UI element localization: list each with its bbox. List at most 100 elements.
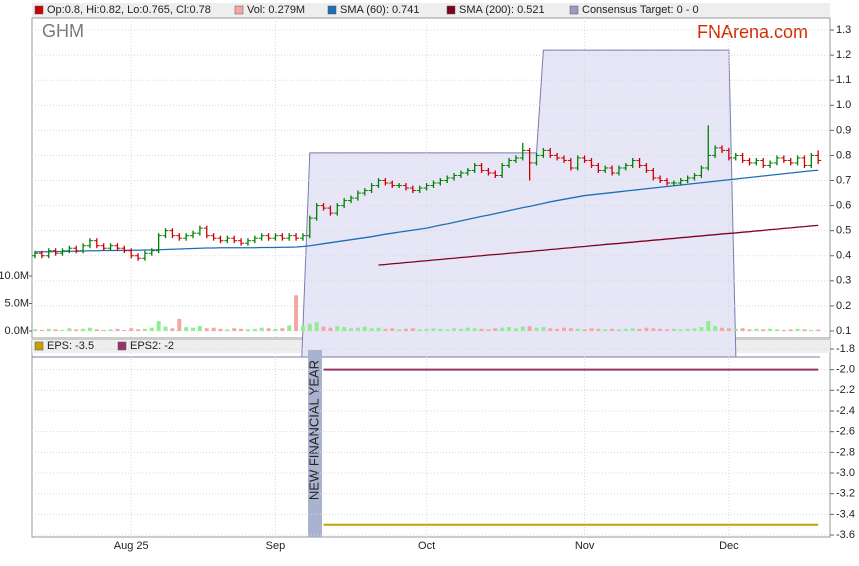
volume-bar [541, 327, 546, 331]
volume-bar [761, 329, 766, 331]
tick-label: 1.3 [836, 24, 851, 36]
watermark: FNArena.com [697, 22, 808, 42]
volume-bar [651, 328, 656, 331]
volume-bar [245, 329, 250, 331]
legend-eps: EPS: -3.5 [47, 340, 94, 352]
legend-sma-swatch [327, 5, 337, 15]
volume-bar [747, 329, 752, 331]
volume-bar [740, 328, 745, 331]
volume-bar [390, 328, 395, 331]
volume-bar [685, 328, 690, 331]
volume-bar [610, 328, 615, 331]
volume-bar [369, 328, 374, 331]
x-tick-label: Aug 25 [114, 540, 149, 552]
volume-bar [136, 329, 141, 331]
tick-label: 0.7 [836, 174, 851, 186]
volume-bar [218, 328, 223, 331]
volume-bar [788, 329, 793, 331]
legend-eps-swatch [117, 341, 127, 351]
volume-tick-label: 5.0M [5, 297, 29, 309]
volume-bar [410, 328, 415, 331]
volume-bar [616, 329, 621, 331]
tick-label: 1.2 [836, 49, 851, 61]
tick-label: -3.4 [836, 508, 855, 520]
volume-bar [452, 328, 457, 331]
volume-bar [623, 328, 628, 331]
volume-bar [713, 326, 718, 331]
volume-bar [816, 329, 821, 331]
x-tick-label: Oct [418, 540, 435, 552]
sma-line [34, 169, 819, 253]
x-tick-label: Sep [266, 540, 286, 552]
volume-bar [204, 328, 209, 331]
volume-bar [781, 329, 786, 331]
volume-tick-label: 0.0M [5, 325, 29, 337]
volume-bar [328, 327, 333, 331]
volume-bar [445, 329, 450, 331]
volume-bar [101, 329, 106, 331]
volume-bar [33, 329, 37, 331]
volume-bar [589, 328, 594, 331]
volume-bar [170, 328, 175, 331]
volume-bar [376, 327, 381, 331]
volume-bar [349, 328, 354, 331]
volume-bar [493, 328, 498, 331]
volume-bar [129, 328, 134, 331]
volume-bar [726, 328, 731, 331]
tick-label: 0.6 [836, 199, 851, 211]
volume-bar [156, 321, 161, 331]
volume-bar [335, 326, 340, 331]
tick-label: -3.0 [836, 467, 855, 479]
volume-bar [232, 328, 237, 331]
volume-bar [53, 329, 58, 331]
volume-bar [74, 329, 79, 331]
volume-bar [87, 327, 92, 331]
legend-consensus: Consensus Target: 0 - 0 [582, 4, 699, 16]
tick-label: -2.4 [836, 405, 855, 417]
volume-bar [122, 329, 127, 331]
volume-bar [658, 328, 663, 331]
volume-bar [568, 328, 573, 331]
tick-label: 0.3 [836, 275, 851, 287]
volume-bar [108, 329, 113, 331]
volume-bar [184, 327, 189, 331]
volume-bar [665, 329, 670, 331]
volume-bar [287, 325, 292, 331]
tick-label: -3.6 [836, 529, 855, 541]
volume-bar [802, 329, 807, 331]
volume-bar [397, 329, 402, 331]
volume-bar [671, 328, 676, 331]
legend-eps: EPS2: -2 [130, 340, 174, 352]
volume-bar [273, 328, 278, 331]
volume-bar [67, 328, 72, 331]
volume-bar [733, 328, 738, 331]
legend-consensus-swatch [569, 5, 579, 15]
legend-volume-swatch [234, 5, 244, 15]
volume-bar [596, 328, 601, 331]
volume-bar [431, 328, 436, 331]
volume-bar [149, 327, 154, 331]
volume-bar [513, 328, 518, 331]
volume-bar [259, 327, 264, 331]
volume-bar [479, 328, 484, 331]
volume-bar [81, 328, 86, 331]
tick-label: -2.2 [836, 384, 855, 396]
sma-line [378, 224, 819, 266]
tick-label: 1.1 [836, 74, 851, 86]
x-tick-label: Dec [719, 540, 739, 552]
volume-bar [294, 295, 299, 331]
volume-bar [692, 328, 697, 331]
ticker: GHM [42, 21, 84, 41]
volume-bar [472, 328, 477, 331]
volume-bar [534, 327, 539, 331]
legend-volume: Vol: 0.279M [247, 4, 305, 16]
tick-label: 0.1 [836, 325, 851, 337]
volume-bar [486, 329, 491, 331]
volume-bar [314, 322, 319, 331]
volume-bar [795, 328, 800, 331]
consensus-target [301, 49, 737, 358]
volume-bar [575, 328, 580, 331]
volume-bar [142, 328, 147, 331]
